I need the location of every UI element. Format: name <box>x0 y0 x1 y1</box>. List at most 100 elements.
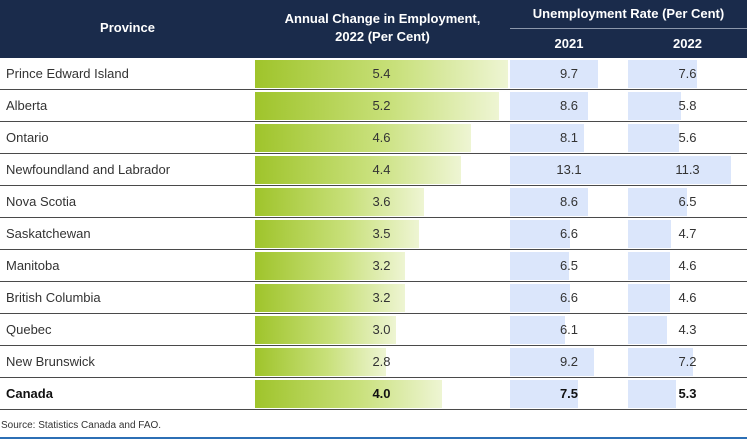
row-divider <box>0 281 747 282</box>
table-row: Canada 4.0 7.5 5.3 <box>0 378 747 410</box>
employment-bar <box>255 348 387 376</box>
rate-2022-bar <box>628 316 668 344</box>
source-note: Source: Statistics Canada and FAO. <box>1 420 162 431</box>
employment-bar <box>255 92 499 120</box>
header-divider <box>510 28 747 29</box>
table-row: Quebec 3.0 6.1 4.3 <box>0 314 747 346</box>
employment-change-value: 3.0 <box>372 322 391 337</box>
rate-2022-bar <box>628 60 698 88</box>
rate-2021-value: 8.1 <box>559 130 579 145</box>
row-divider <box>0 345 747 346</box>
row-divider <box>0 217 747 218</box>
rate-2021-bar <box>510 252 570 280</box>
rate-2022-value: 6.5 <box>678 194 697 209</box>
unemployment-rate-header: Unemployment Rate (Per Cent) <box>532 6 725 21</box>
table-row: Alberta 5.2 8.6 5.8 <box>0 90 747 122</box>
rate-2022-bar <box>628 348 694 376</box>
rate-2021-bar <box>510 156 629 184</box>
rate-2021-bar <box>510 284 570 312</box>
employment-bar <box>255 220 419 248</box>
employment-bar <box>255 284 405 312</box>
employment-change-value: 2.8 <box>372 354 391 369</box>
rate-2022-bar <box>628 156 731 184</box>
province-name: British Columbia <box>6 290 101 305</box>
row-divider <box>0 249 747 250</box>
rate-2022-value: 5.3 <box>678 386 697 401</box>
rate-2021-bar <box>510 60 599 88</box>
rate-2022-value: 4.3 <box>678 322 697 337</box>
province-name: Newfoundland and Labrador <box>6 162 171 177</box>
table-row: New Brunswick 2.8 9.2 7.2 <box>0 346 747 378</box>
employment-change-value: 3.6 <box>372 194 391 209</box>
rate-2021-value: 9.2 <box>559 354 579 369</box>
province-name: Alberta <box>6 98 48 113</box>
rate-2021-value: 7.5 <box>559 386 579 401</box>
rate-2021-value: 8.6 <box>559 194 579 209</box>
bottom-rule <box>0 437 747 439</box>
province-name: Quebec <box>6 322 52 337</box>
table-row: Manitoba 3.2 6.5 4.6 <box>0 250 747 282</box>
employment-bar <box>255 124 471 152</box>
rate-2022-bar <box>628 284 670 312</box>
employment-change-value: 4.4 <box>372 162 391 177</box>
row-divider <box>0 153 747 154</box>
row-divider <box>0 377 747 378</box>
rate-2022-value: 5.8 <box>678 98 697 113</box>
row-divider <box>0 121 747 122</box>
province-name: New Brunswick <box>6 354 95 369</box>
rate-2022-value: 7.6 <box>678 66 697 81</box>
rate-2022-value: 4.7 <box>678 226 697 241</box>
employment-bar <box>255 188 424 216</box>
province-name: Nova Scotia <box>6 194 77 209</box>
rate-2021-value: 9.7 <box>559 66 579 81</box>
employment-change-value: 3.2 <box>372 258 391 273</box>
province-name: Ontario <box>6 130 49 145</box>
row-divider <box>0 185 747 186</box>
rate-2022-bar <box>628 188 688 216</box>
row-divider <box>0 313 747 314</box>
rate-2021-bar <box>510 220 570 248</box>
table-row: British Columbia 3.2 6.6 4.6 <box>0 282 747 314</box>
employment-bar <box>255 316 396 344</box>
employment-column-header-line2: 2022 (Per Cent) <box>335 29 430 44</box>
rate-2021-value: 8.6 <box>559 98 579 113</box>
year-2022-header: 2022 <box>673 36 702 51</box>
data-table: Province Annual Change in Employment, 20… <box>0 0 747 410</box>
employment-change-value: 5.4 <box>372 66 391 81</box>
employment-change-value: 4.0 <box>372 386 391 401</box>
rate-2021-value: 6.6 <box>559 226 579 241</box>
rate-2022-bar <box>628 380 677 408</box>
province-column-header: Province <box>100 20 155 35</box>
table-row: Saskatchewan 3.5 6.6 4.7 <box>0 218 747 250</box>
table-row: Newfoundland and Labrador 4.4 13.1 11.3 <box>0 154 747 186</box>
rate-2021-value: 13.1 <box>556 162 582 177</box>
province-name: Prince Edward Island <box>6 66 129 81</box>
table-row: Nova Scotia 3.6 8.6 6.5 <box>0 186 747 218</box>
rate-2022-bar <box>628 92 681 120</box>
table-header: Province Annual Change in Employment, 20… <box>0 0 747 58</box>
employment-change-value: 4.6 <box>372 130 391 145</box>
employment-change-value: 3.5 <box>372 226 391 241</box>
employment-bar <box>255 252 405 280</box>
year-2021-header: 2021 <box>554 36 584 51</box>
employment-change-value: 5.2 <box>372 98 391 113</box>
rate-2021-bar <box>510 92 589 120</box>
rate-2021-value: 6.1 <box>559 322 579 337</box>
employment-bar <box>255 380 443 408</box>
rate-2022-value: 7.2 <box>678 354 697 369</box>
rate-2021-value: 6.5 <box>559 258 579 273</box>
employment-bar <box>255 60 508 88</box>
table-row: Prince Edward Island 5.4 9.7 7.6 <box>0 58 747 90</box>
rate-2022-bar <box>628 252 670 280</box>
province-name: Canada <box>6 386 53 401</box>
employment-bar <box>255 156 462 184</box>
province-name: Manitoba <box>6 258 60 273</box>
employment-column-header-line1: Annual Change in Employment, <box>284 11 481 26</box>
rate-2022-value: 4.6 <box>678 290 697 305</box>
rate-2022-value: 5.6 <box>678 130 697 145</box>
rate-2021-value: 6.6 <box>559 290 579 305</box>
rate-2022-value: 4.6 <box>678 258 697 273</box>
employment-change-value: 3.2 <box>372 290 391 305</box>
row-divider <box>0 89 747 90</box>
rate-2021-bar <box>510 380 579 408</box>
